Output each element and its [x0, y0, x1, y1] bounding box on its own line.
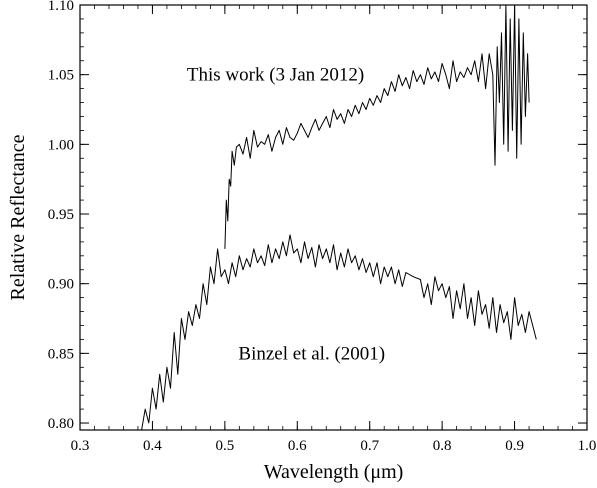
x-tick-label: 0.7: [360, 438, 379, 454]
annotation-layer: This work (3 Jan 2012) Binzel et al. (200…: [187, 65, 385, 365]
axes-layer: 0.3 0.4 0.5 0.6 0.7 0.8 0.9 1.0 0.80 0.85 0.90 0.95…: [48, 0, 597, 454]
y-tick-label: 1.00: [48, 137, 74, 153]
y-tick-label: 0.85: [48, 346, 74, 362]
x-tick-label: 0.9: [505, 438, 524, 454]
x-tick-label: 0.8: [433, 438, 452, 454]
y-tick-label: 0.80: [48, 416, 74, 432]
x-tick-label: 0.3: [71, 438, 90, 454]
y-tick-label: 1.10: [48, 0, 74, 14]
plot-frame: [79, 4, 588, 431]
x-tick-label: 0.6: [288, 438, 307, 454]
series-line-1: [141, 234, 537, 431]
x-axis-label: Wavelength (μm): [264, 461, 404, 483]
y-tick-label: 1.05: [48, 68, 74, 84]
x-tick-label: 1.0: [578, 438, 597, 454]
y-axis-label: Relative Reflectance: [7, 134, 29, 300]
series-line-0: [224, 4, 530, 249]
x-tick-label: 0.4: [143, 438, 162, 454]
x-tick-label: 0.5: [215, 438, 234, 454]
y-tick-label: 0.95: [48, 207, 74, 223]
series-annotation-1: Binzel et al. (2001): [238, 343, 385, 364]
series-layer: [141, 4, 537, 431]
y-tick-label: 0.90: [48, 277, 74, 293]
series-annotation-0: This work (3 Jan 2012): [187, 65, 364, 86]
